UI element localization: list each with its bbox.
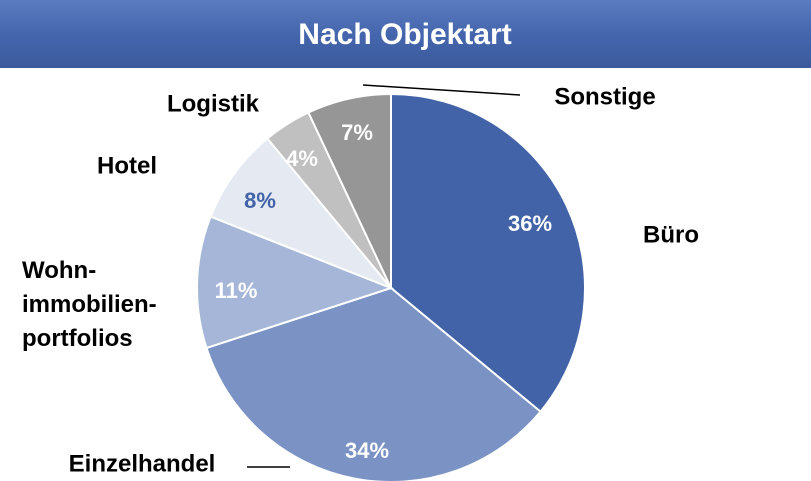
value-label: 4%	[286, 146, 318, 171]
chart-title: Nach Objektart	[298, 18, 511, 51]
category-label: Wohn-immobilien-portfolios	[22, 257, 157, 352]
pie-slice	[196, 215, 394, 350]
category-label: Büro	[643, 221, 699, 248]
category-label: Einzelhandel	[69, 450, 216, 477]
value-label: 34%	[345, 438, 389, 463]
category-label: Sonstige	[554, 83, 655, 110]
value-label: 11%	[215, 278, 258, 303]
category-label: Hotel	[97, 152, 157, 179]
value-label: 36%	[508, 211, 552, 236]
pie-slice	[209, 137, 392, 289]
pie-slice	[390, 92, 586, 414]
pie-slice	[307, 92, 392, 289]
value-label: 7%	[341, 120, 373, 145]
value-label: 8%	[244, 188, 276, 213]
category-label: Logistik	[167, 90, 260, 117]
leader-line	[362, 84, 521, 96]
pie-slice	[205, 286, 542, 481]
title-banner	[0, 0, 811, 68]
